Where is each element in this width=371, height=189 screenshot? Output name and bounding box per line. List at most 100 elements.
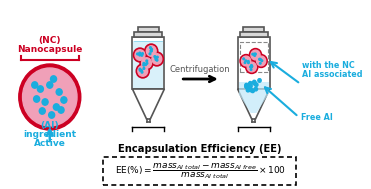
Circle shape [140, 56, 153, 70]
Circle shape [254, 53, 256, 55]
Circle shape [151, 48, 152, 50]
Circle shape [242, 56, 251, 66]
Circle shape [143, 67, 145, 69]
Text: $\mathrm{EE(\%)} = \dfrac{\mathit{mass}_{AI\ total} - \mathit{mass}_{AI\ free}}{: $\mathrm{EE(\%)} = \dfrac{\mathit{mass}_… [115, 161, 286, 181]
FancyBboxPatch shape [132, 37, 164, 89]
Polygon shape [238, 89, 270, 119]
Circle shape [245, 60, 247, 62]
Circle shape [155, 57, 157, 59]
Circle shape [146, 62, 148, 64]
Circle shape [252, 53, 253, 55]
Circle shape [155, 59, 157, 60]
Circle shape [56, 89, 62, 95]
Circle shape [250, 66, 251, 68]
Text: (NC): (NC) [39, 36, 61, 45]
Circle shape [47, 82, 53, 88]
Circle shape [151, 50, 152, 52]
Circle shape [246, 60, 258, 74]
Circle shape [251, 89, 255, 93]
Circle shape [251, 65, 252, 66]
Circle shape [42, 99, 48, 105]
Circle shape [137, 53, 138, 55]
Text: Active: Active [34, 139, 66, 148]
Circle shape [143, 64, 145, 66]
Circle shape [259, 62, 261, 64]
Circle shape [156, 59, 158, 61]
Circle shape [244, 62, 246, 64]
Circle shape [157, 56, 158, 58]
Circle shape [142, 53, 143, 54]
Circle shape [141, 70, 142, 71]
Text: with the NC: with the NC [302, 61, 355, 70]
Circle shape [261, 60, 263, 61]
Text: Encapsulation Efficiency (EE): Encapsulation Efficiency (EE) [118, 144, 282, 154]
Circle shape [245, 85, 249, 89]
Circle shape [251, 66, 252, 68]
Circle shape [146, 46, 156, 56]
Circle shape [32, 82, 38, 88]
Circle shape [23, 68, 77, 126]
Polygon shape [132, 89, 164, 119]
Circle shape [154, 56, 156, 57]
FancyBboxPatch shape [134, 32, 162, 37]
Circle shape [50, 76, 56, 82]
Text: Centrifugation: Centrifugation [170, 65, 230, 74]
Circle shape [245, 83, 248, 87]
FancyBboxPatch shape [138, 27, 159, 32]
Circle shape [249, 84, 252, 88]
Circle shape [146, 60, 148, 62]
Circle shape [139, 52, 141, 54]
Circle shape [260, 59, 261, 60]
FancyBboxPatch shape [238, 37, 270, 89]
Circle shape [149, 53, 151, 55]
Circle shape [245, 85, 248, 88]
Text: (AI): (AI) [40, 121, 59, 130]
Circle shape [253, 81, 256, 85]
Circle shape [141, 54, 143, 56]
Text: Free AI: Free AI [301, 112, 332, 122]
FancyBboxPatch shape [239, 82, 269, 94]
Circle shape [251, 65, 253, 67]
Circle shape [135, 50, 145, 60]
Circle shape [143, 63, 145, 64]
Circle shape [150, 52, 164, 66]
Text: AI associated: AI associated [302, 70, 363, 79]
Circle shape [139, 68, 141, 70]
Circle shape [134, 48, 147, 62]
FancyBboxPatch shape [240, 32, 268, 37]
Circle shape [253, 53, 255, 55]
Circle shape [247, 60, 249, 62]
Polygon shape [239, 94, 269, 113]
Circle shape [258, 79, 261, 82]
Circle shape [250, 69, 252, 70]
Circle shape [249, 88, 252, 92]
Circle shape [141, 71, 143, 73]
Circle shape [53, 104, 59, 110]
Circle shape [259, 58, 261, 60]
Circle shape [251, 50, 260, 60]
Circle shape [256, 56, 266, 66]
Circle shape [19, 64, 81, 130]
Circle shape [249, 49, 262, 61]
Circle shape [150, 50, 152, 52]
Text: Nanocapsule: Nanocapsule [17, 45, 82, 54]
Circle shape [61, 97, 67, 103]
Circle shape [249, 81, 252, 85]
Circle shape [150, 47, 151, 49]
Circle shape [246, 88, 250, 92]
Text: ingredient: ingredient [23, 130, 76, 139]
Circle shape [243, 58, 244, 60]
Circle shape [240, 54, 252, 67]
FancyBboxPatch shape [103, 157, 296, 185]
Circle shape [142, 58, 151, 68]
Circle shape [37, 86, 43, 92]
Circle shape [139, 69, 141, 71]
Circle shape [138, 66, 148, 76]
Circle shape [247, 62, 256, 72]
Circle shape [152, 54, 162, 64]
FancyBboxPatch shape [243, 27, 264, 32]
Circle shape [254, 87, 257, 91]
Circle shape [39, 108, 45, 114]
Circle shape [255, 53, 256, 55]
Circle shape [253, 80, 256, 84]
